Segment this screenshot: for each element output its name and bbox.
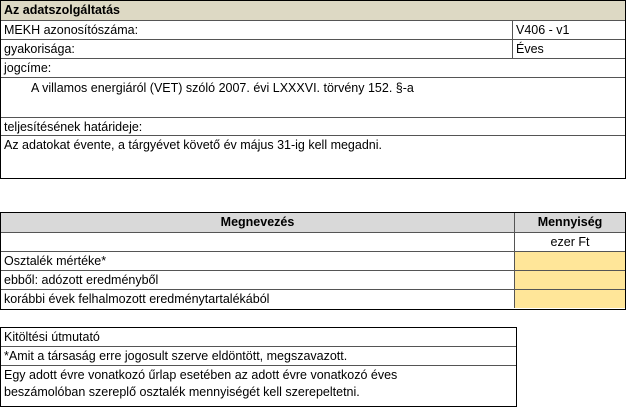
guide-table: Kitöltési útmutató *Amit a társaság erre… bbox=[0, 327, 517, 407]
row-label: ebből: adózott eredményből bbox=[4, 273, 159, 287]
legal-basis-text: A villamos energiáról (VET) szóló 2007. … bbox=[31, 81, 414, 95]
guide-note-2-line-1: Egy adott évre vonatkozó űrlap esetében … bbox=[4, 368, 398, 382]
header-quantity: Mennyiség bbox=[514, 213, 625, 232]
guide-title: Kitöltési útmutató bbox=[4, 330, 100, 344]
dividend-amount-input[interactable] bbox=[514, 252, 625, 270]
service-title: Az adatszolgáltatás bbox=[4, 3, 121, 17]
header-name: Megnevezés bbox=[220, 215, 295, 229]
guide-note-2-line-2: beszámolóban szereplő osztalék mennyiség… bbox=[4, 385, 360, 399]
mekh-id-value: V406 - v1 bbox=[512, 21, 625, 39]
mekh-id-label: MEKH azonosítószáma: bbox=[4, 23, 139, 37]
legal-basis-label: jogcíme: bbox=[4, 61, 52, 75]
service-info-table: Az adatszolgáltatás MEKH azonosítószáma:… bbox=[0, 0, 626, 179]
row-label: Osztalék mértéke* bbox=[4, 254, 107, 268]
taxed-profit-input[interactable] bbox=[514, 271, 625, 289]
unit-label: ezer Ft bbox=[514, 233, 625, 251]
table-row: Osztalék mértéke* bbox=[1, 252, 625, 271]
row-label: korábbi évek felhalmozott eredménytartal… bbox=[4, 292, 270, 306]
table-row: ebből: adózott eredményből bbox=[1, 271, 625, 290]
deadline-label: teljesítésének határideje: bbox=[4, 120, 143, 134]
guide-note-1: *Amit a társaság erre jogosult szerve el… bbox=[4, 349, 348, 363]
deadline-text: Az adatokat évente, a tárgyévet követő é… bbox=[4, 138, 382, 152]
retained-earnings-input[interactable] bbox=[514, 290, 625, 308]
frequency-label: gyakorisága: bbox=[4, 42, 75, 56]
table-row: korábbi évek felhalmozott eredménytartal… bbox=[1, 290, 625, 308]
dividend-table: Megnevezés Mennyiség ezer Ft Osztalék mé… bbox=[0, 212, 626, 310]
frequency-value: Éves bbox=[512, 40, 625, 58]
